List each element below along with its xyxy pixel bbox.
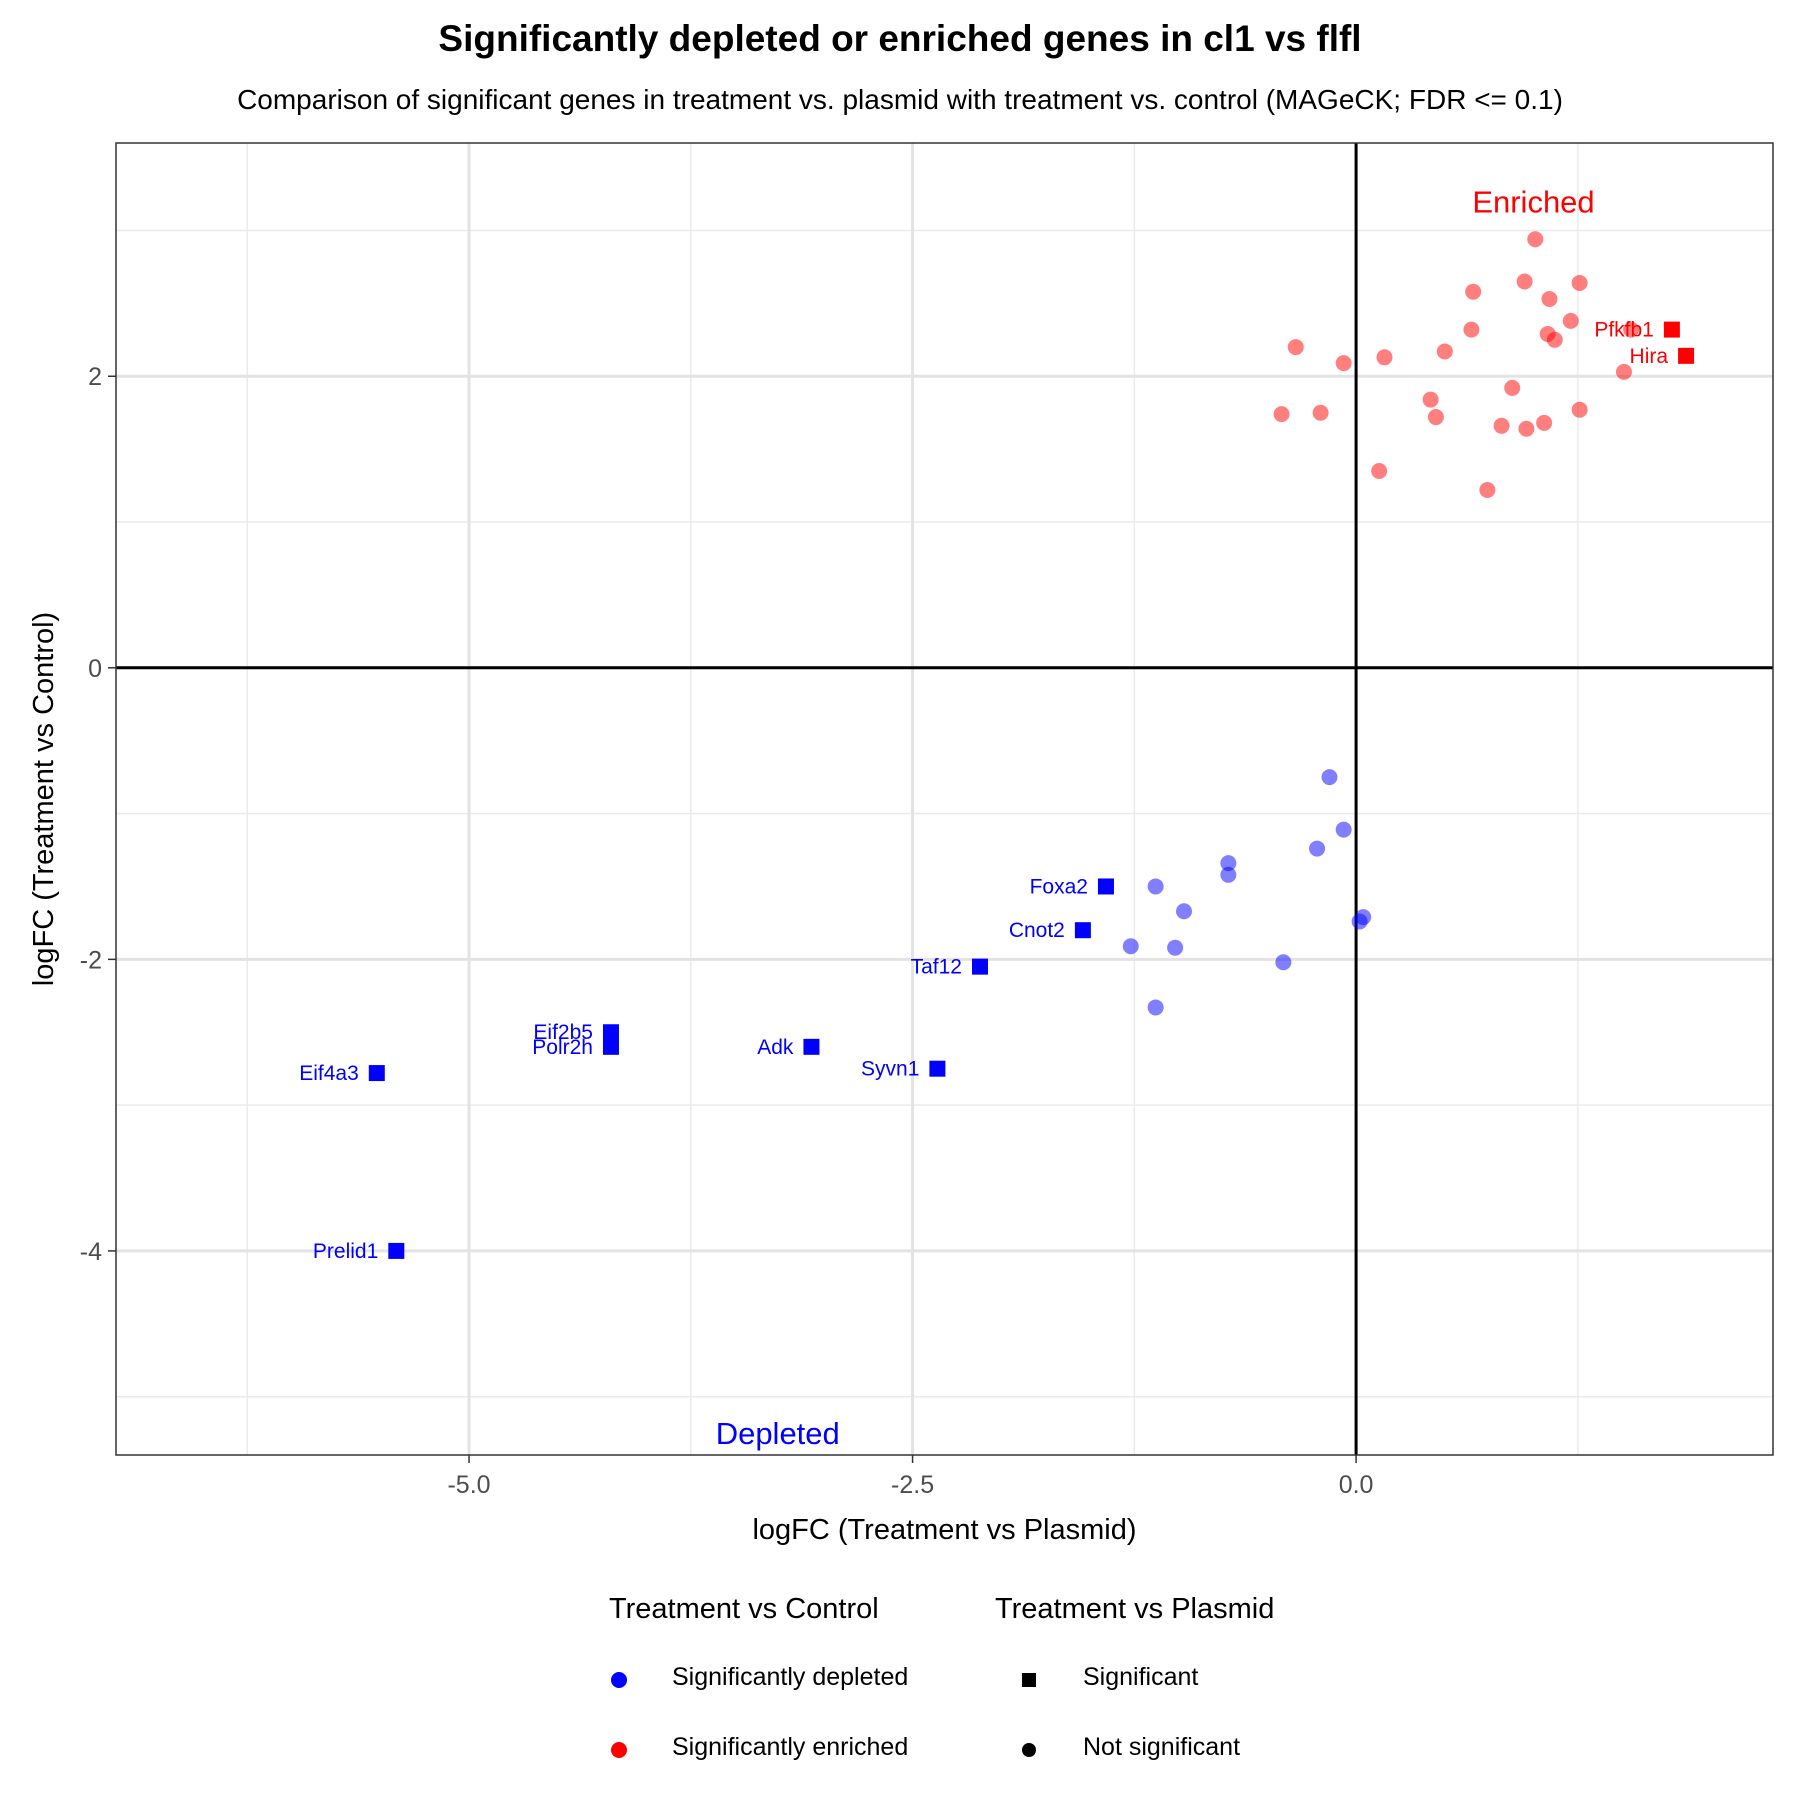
depleted-point <box>1147 999 1164 1016</box>
significant-point-polr2h <box>602 1038 619 1055</box>
depleted-point <box>1335 821 1352 838</box>
gene-label-pfkfb1: Pfkfb1 <box>1594 319 1654 342</box>
enriched-point <box>1465 283 1482 300</box>
gene-label-hira: Hira <box>1630 345 1669 368</box>
gene-label-polr2h: Polr2h <box>532 1036 593 1059</box>
y-tick-label: 2 <box>88 363 102 391</box>
depleted-point <box>1309 840 1326 857</box>
depleted-point <box>1122 938 1139 955</box>
significant-point-prelid1 <box>388 1242 405 1259</box>
enriched-point <box>1376 349 1393 366</box>
enriched-point <box>1493 417 1510 434</box>
enriched-point <box>1436 343 1453 360</box>
gene-label-prelid1: Prelid1 <box>313 1240 378 1263</box>
enriched-point <box>1541 290 1558 307</box>
enriched-point <box>1287 339 1304 356</box>
depleted-point <box>1321 769 1338 786</box>
significant-point-taf12 <box>971 958 988 975</box>
region-labels: Enriched Depleted <box>716 184 1595 1451</box>
gene-label-eif4a3: Eif4a3 <box>299 1062 359 1085</box>
depleted-point <box>1147 878 1164 895</box>
significant-point-eif4a3 <box>368 1065 385 1082</box>
significant-point-pfkfb1 <box>1663 321 1680 338</box>
minor-gridlines <box>116 143 1773 1455</box>
x-tick-label: 0.0 <box>1339 1471 1374 1499</box>
panel-border <box>115 142 1774 1456</box>
y-tick-label: -4 <box>80 1238 102 1266</box>
enriched-point <box>1504 379 1521 396</box>
region-label-enriched: Enriched <box>1472 184 1594 219</box>
x-axis-title: logFC (Treatment vs Plasmid) <box>752 1514 1136 1546</box>
x-tick-label: -2.5 <box>891 1471 934 1499</box>
enriched-point <box>1571 401 1588 418</box>
chart-subtitle: Comparison of significant genes in treat… <box>237 84 1563 115</box>
significant-point-adk <box>803 1038 820 1055</box>
zero-lines <box>116 143 1773 1455</box>
y-axis-title: logFC (Treatment vs Control) <box>28 612 60 986</box>
enriched-point <box>1273 406 1290 423</box>
enriched-point <box>1371 463 1388 479</box>
chart-title: Significantly depleted or enriched genes… <box>438 18 1362 59</box>
depleted-point <box>1220 866 1237 883</box>
enriched-point <box>1546 331 1563 348</box>
enriched-point <box>1536 414 1553 431</box>
enriched-point <box>1571 274 1588 291</box>
significant-point-hira <box>1678 347 1695 364</box>
significant-point-eif2b5 <box>602 1024 619 1041</box>
enriched-point <box>1518 420 1535 437</box>
x-tick-label: -5.0 <box>447 1471 490 1499</box>
data-points <box>368 231 1695 1259</box>
enriched-point <box>1516 273 1533 290</box>
region-label-depleted: Depleted <box>716 1416 840 1451</box>
gene-label-adk: Adk <box>757 1036 794 1059</box>
significant-point-foxa2 <box>1097 878 1114 895</box>
depleted-point <box>1220 855 1237 872</box>
enriched-point <box>1527 231 1544 248</box>
depleted-point <box>1351 913 1368 930</box>
enriched-point <box>1463 321 1480 338</box>
gene-label-foxa2: Foxa2 <box>1030 875 1088 898</box>
gene-label-cnot2: Cnot2 <box>1009 919 1065 942</box>
gene-label-taf12: Taf12 <box>911 956 962 979</box>
depleted-point <box>1275 954 1292 971</box>
axis-ticks: -5.0 -2.5 0.0 -4 -2 0 2 <box>80 363 1374 1499</box>
enriched-point <box>1615 363 1632 380</box>
enriched-point <box>1312 404 1329 421</box>
y-tick-label: -2 <box>80 946 102 974</box>
gene-label-eif2b5: Eif2b5 <box>533 1021 593 1044</box>
enriched-point <box>1479 481 1496 498</box>
depleted-point <box>1176 903 1193 920</box>
y-tick-label: 0 <box>88 655 102 683</box>
depleted-point <box>1167 939 1184 956</box>
enriched-point <box>1623 321 1640 338</box>
enriched-point <box>1422 391 1439 408</box>
enriched-point <box>1562 312 1579 329</box>
gene-label-syvn1: Syvn1 <box>861 1058 919 1081</box>
significant-point-cnot2 <box>1074 922 1091 939</box>
enriched-point <box>1427 409 1444 426</box>
significant-point-syvn1 <box>929 1060 946 1077</box>
enriched-point <box>1335 355 1352 372</box>
